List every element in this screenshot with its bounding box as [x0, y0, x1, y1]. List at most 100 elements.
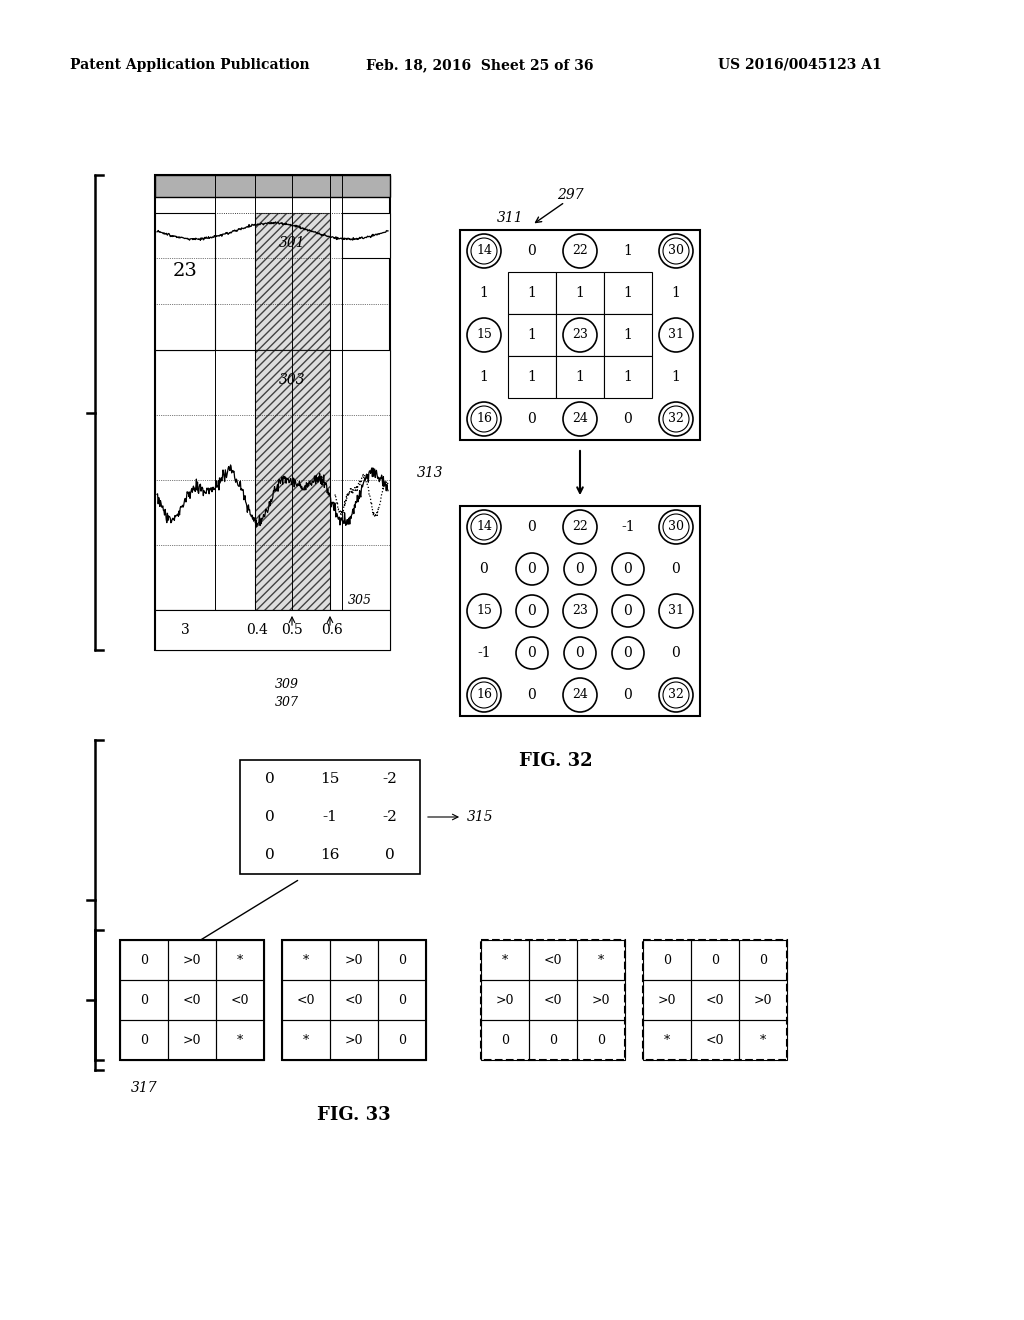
Text: -1: -1 — [477, 645, 490, 660]
Text: *: * — [237, 1034, 243, 1047]
Bar — [168, 1020, 216, 1060]
Bar — [282, 940, 330, 979]
Text: 0: 0 — [140, 994, 148, 1006]
Text: >0: >0 — [592, 994, 610, 1006]
Text: 311: 311 — [497, 211, 523, 224]
Bar — [604, 314, 652, 356]
Text: 0: 0 — [140, 1034, 148, 1047]
Bar — [282, 1020, 330, 1060]
Circle shape — [563, 678, 597, 711]
Text: 0: 0 — [759, 953, 767, 966]
Text: 1: 1 — [479, 286, 488, 300]
Text: >0: >0 — [754, 994, 772, 1006]
Text: 22: 22 — [572, 520, 588, 533]
Text: 0: 0 — [575, 645, 585, 660]
Text: 1: 1 — [624, 327, 633, 342]
Bar — [155, 176, 390, 197]
Text: <0: <0 — [345, 994, 364, 1006]
Circle shape — [564, 553, 596, 585]
Circle shape — [516, 553, 548, 585]
Text: 0.6: 0.6 — [322, 623, 343, 638]
Bar — [168, 979, 216, 1020]
Bar — [282, 940, 426, 1060]
Text: <0: <0 — [297, 994, 315, 1006]
Text: 0: 0 — [597, 1034, 605, 1047]
Text: <0: <0 — [182, 994, 202, 1006]
Text: <0: <0 — [706, 1034, 724, 1047]
Circle shape — [563, 510, 597, 544]
Text: 0.5: 0.5 — [282, 623, 303, 638]
Bar — [529, 1020, 577, 1060]
Text: 32: 32 — [668, 689, 684, 701]
Text: 0: 0 — [265, 810, 274, 824]
Bar — [691, 979, 739, 1020]
Bar — [282, 979, 330, 1020]
Text: 1: 1 — [527, 370, 537, 384]
Bar — [378, 979, 426, 1020]
Text: <0: <0 — [230, 994, 249, 1006]
Text: 317: 317 — [131, 1081, 158, 1096]
Bar — [643, 1020, 691, 1060]
Circle shape — [612, 638, 644, 669]
Text: 301: 301 — [280, 236, 306, 249]
Bar — [120, 940, 168, 979]
Text: 1: 1 — [672, 286, 680, 300]
Circle shape — [467, 594, 501, 628]
Text: 32: 32 — [668, 412, 684, 425]
Text: 303: 303 — [280, 374, 306, 387]
Bar — [120, 979, 168, 1020]
Text: *: * — [303, 953, 309, 966]
Text: 24: 24 — [572, 412, 588, 425]
Text: 24: 24 — [572, 689, 588, 701]
Text: 15: 15 — [476, 329, 492, 342]
Text: *: * — [664, 1034, 670, 1047]
Text: 0: 0 — [385, 847, 395, 862]
Text: 0: 0 — [624, 562, 633, 576]
Bar — [155, 350, 390, 610]
Bar — [481, 940, 625, 1060]
Bar — [216, 940, 264, 979]
Text: 31: 31 — [668, 605, 684, 618]
Circle shape — [612, 595, 644, 627]
Bar — [330, 1020, 378, 1060]
Text: >0: >0 — [182, 1034, 202, 1047]
Text: 0: 0 — [549, 1034, 557, 1047]
Text: 0: 0 — [624, 688, 633, 702]
Circle shape — [467, 403, 501, 436]
Text: 0: 0 — [398, 953, 406, 966]
Text: 305: 305 — [348, 594, 372, 606]
Bar — [556, 314, 604, 356]
Text: -2: -2 — [383, 810, 397, 824]
Text: 0.4: 0.4 — [246, 623, 268, 638]
Text: 16: 16 — [476, 412, 492, 425]
Text: 0: 0 — [527, 244, 537, 257]
Bar — [577, 979, 625, 1020]
Text: 0: 0 — [265, 847, 274, 862]
Bar — [691, 1020, 739, 1060]
Bar — [604, 272, 652, 314]
Text: 0: 0 — [501, 1034, 509, 1047]
Text: 16: 16 — [321, 847, 340, 862]
Text: 0: 0 — [527, 520, 537, 535]
Circle shape — [467, 318, 501, 352]
Text: Feb. 18, 2016  Sheet 25 of 36: Feb. 18, 2016 Sheet 25 of 36 — [367, 58, 594, 73]
Text: 1: 1 — [624, 370, 633, 384]
Text: 0: 0 — [479, 562, 488, 576]
Text: 16: 16 — [476, 689, 492, 701]
Text: 315: 315 — [467, 810, 494, 824]
Bar — [255, 350, 330, 610]
Bar — [240, 760, 420, 874]
Bar — [577, 1020, 625, 1060]
Text: 0: 0 — [624, 645, 633, 660]
Bar — [529, 940, 577, 979]
Text: *: * — [237, 953, 243, 966]
Text: 14: 14 — [476, 520, 492, 533]
Text: 30: 30 — [668, 520, 684, 533]
Text: 0: 0 — [575, 562, 585, 576]
Circle shape — [659, 234, 693, 268]
Text: 15: 15 — [321, 772, 340, 785]
Circle shape — [659, 403, 693, 436]
Bar — [342, 213, 390, 257]
Bar — [460, 506, 700, 715]
Bar — [691, 940, 739, 979]
